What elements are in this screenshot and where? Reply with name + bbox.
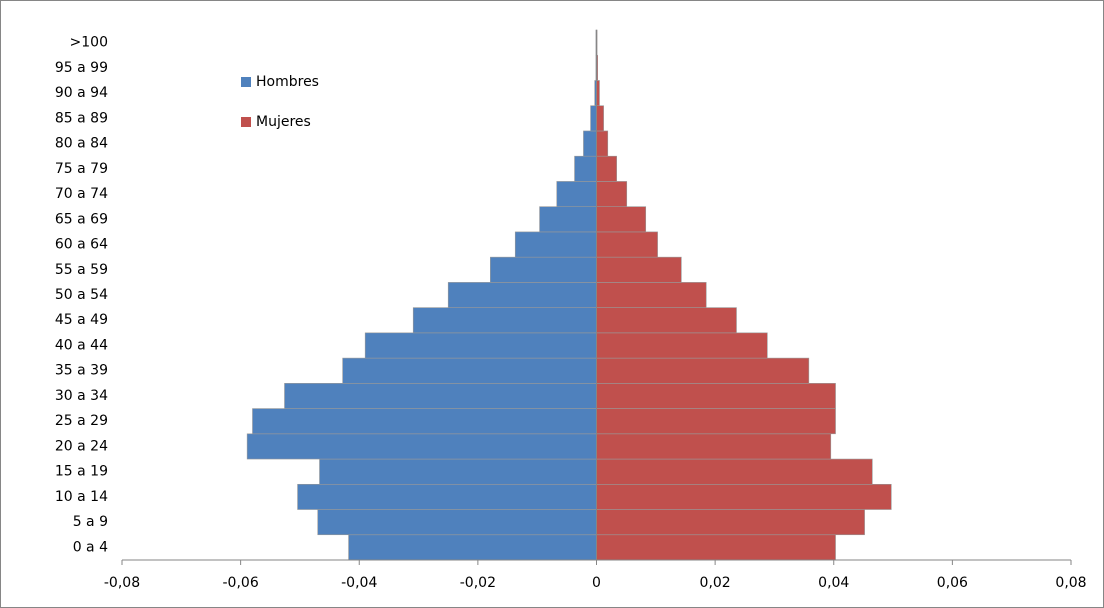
y-tick-label: 90 a 94 bbox=[55, 85, 108, 101]
y-tick-label: 35 a 39 bbox=[55, 363, 108, 379]
y-tick-label: 45 a 49 bbox=[55, 312, 108, 328]
x-tick-label: 0 bbox=[592, 575, 601, 591]
bar bbox=[596, 408, 836, 435]
y-tick-label: 95 a 99 bbox=[55, 60, 108, 76]
bar bbox=[556, 181, 597, 207]
y-tick-label: 40 a 44 bbox=[55, 337, 108, 353]
bar bbox=[596, 256, 682, 283]
bar bbox=[490, 256, 597, 283]
y-tick-label: 0 a 4 bbox=[73, 539, 108, 555]
bar bbox=[246, 433, 597, 460]
x-tick-label: 0,08 bbox=[1055, 575, 1086, 591]
y-tick-label: 65 a 69 bbox=[55, 211, 108, 227]
bar bbox=[348, 534, 597, 561]
y-tick-label: 10 a 14 bbox=[55, 489, 108, 505]
bar bbox=[539, 206, 597, 233]
bar bbox=[596, 155, 617, 182]
bar bbox=[596, 483, 892, 510]
bar bbox=[596, 534, 836, 561]
bar bbox=[514, 231, 597, 258]
y-tick-label: 75 a 79 bbox=[55, 161, 108, 177]
legend-label: Hombres bbox=[256, 74, 319, 90]
y-tick-label: 15 a 19 bbox=[55, 464, 108, 480]
y-tick-label: 80 a 84 bbox=[55, 136, 108, 152]
x-tick-label: -0,06 bbox=[223, 575, 259, 591]
bar bbox=[596, 181, 628, 207]
bar bbox=[364, 332, 597, 359]
y-tick-label: 5 a 9 bbox=[73, 514, 108, 530]
bar bbox=[297, 483, 597, 510]
bar bbox=[596, 383, 836, 409]
y-tick-label: 85 a 89 bbox=[55, 110, 108, 126]
bar bbox=[596, 509, 865, 536]
bar bbox=[317, 509, 597, 536]
y-tick-label: 25 a 29 bbox=[55, 413, 108, 429]
x-tick-label: 0,04 bbox=[818, 575, 849, 591]
y-tick-label: 60 a 64 bbox=[55, 237, 108, 253]
y-tick-label: 20 a 24 bbox=[55, 438, 108, 454]
legend-swatch bbox=[241, 117, 251, 127]
y-tick-label: 55 a 59 bbox=[55, 262, 108, 278]
bar bbox=[596, 332, 768, 359]
x-tick-label: -0,04 bbox=[341, 575, 377, 591]
x-tick-label: 0,06 bbox=[937, 575, 968, 591]
bar bbox=[596, 130, 609, 157]
legend-swatch bbox=[241, 77, 251, 87]
bar bbox=[590, 105, 597, 132]
legend-label: Mujeres bbox=[256, 114, 311, 130]
bar bbox=[596, 231, 658, 258]
bar bbox=[284, 383, 597, 409]
x-tick-label: -0,02 bbox=[460, 575, 496, 591]
bar bbox=[596, 282, 707, 308]
bar bbox=[412, 307, 597, 334]
y-tick-label: >100 bbox=[70, 35, 108, 51]
bar bbox=[342, 357, 597, 384]
bar bbox=[447, 282, 597, 308]
bar bbox=[596, 433, 832, 460]
y-tick-label: 30 a 34 bbox=[55, 388, 108, 404]
x-tick-label: 0,02 bbox=[700, 575, 731, 591]
bar bbox=[596, 307, 737, 334]
y-tick-label: 70 a 74 bbox=[55, 186, 108, 202]
x-tick-label: -0,08 bbox=[104, 575, 140, 591]
bar bbox=[596, 206, 647, 233]
bar bbox=[596, 458, 873, 485]
bar bbox=[583, 130, 597, 157]
bar bbox=[596, 357, 810, 384]
y-tick-label: 50 a 54 bbox=[55, 287, 108, 303]
bar bbox=[252, 408, 597, 435]
bar bbox=[574, 155, 597, 182]
bar bbox=[319, 458, 597, 485]
bar bbox=[596, 105, 604, 132]
